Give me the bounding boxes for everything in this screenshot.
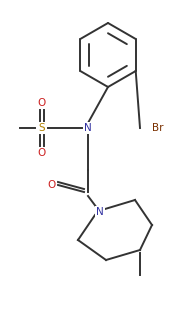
Text: O: O <box>48 180 56 190</box>
Text: S: S <box>39 123 45 133</box>
Text: O: O <box>38 98 46 108</box>
Text: N: N <box>84 123 92 133</box>
Text: N: N <box>96 207 104 217</box>
Text: Br: Br <box>152 123 163 133</box>
Text: O: O <box>38 148 46 158</box>
